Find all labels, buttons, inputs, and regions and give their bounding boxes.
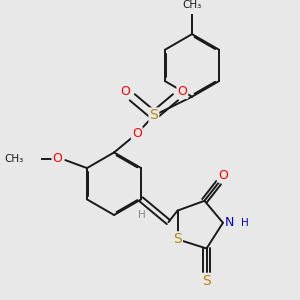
- Text: H: H: [138, 210, 146, 220]
- Text: O: O: [121, 85, 130, 98]
- Text: H: H: [241, 218, 248, 228]
- Text: O: O: [177, 85, 187, 98]
- Text: N: N: [225, 216, 235, 229]
- Text: CH₃: CH₃: [182, 0, 202, 10]
- Text: S: S: [149, 109, 158, 122]
- Text: S: S: [173, 232, 182, 246]
- Text: O: O: [132, 127, 142, 140]
- Text: CH₃: CH₃: [4, 154, 23, 164]
- Text: O: O: [52, 152, 62, 166]
- Text: S: S: [202, 274, 211, 289]
- Text: O: O: [218, 169, 228, 182]
